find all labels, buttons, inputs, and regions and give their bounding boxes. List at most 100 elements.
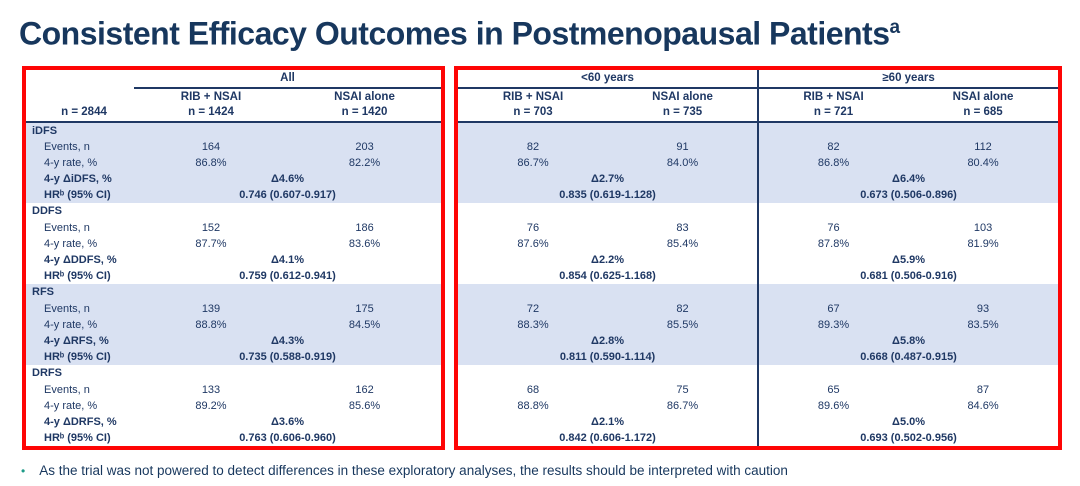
table-row: 4-y rate, % 86.8% 82.2% xyxy=(26,154,442,171)
arm-header: NSAI alone n = 1420 xyxy=(288,87,442,123)
table-row xyxy=(458,364,1059,382)
table-row: 4-y ΔRFS, % Δ4.3% xyxy=(26,332,442,349)
table-row: Events, n 152 186 xyxy=(26,220,441,236)
table-row: 88.3% 85.5% 89.3% 83.5% xyxy=(458,316,1059,333)
row-label: Events, n xyxy=(44,221,90,234)
table-row: 82 91 82 112 xyxy=(458,138,1059,155)
delta-value: Δ4.1% xyxy=(271,253,304,266)
value-cell: 86.8% xyxy=(757,154,909,171)
value-cell: 164 xyxy=(134,138,288,155)
arm-n: n = 735 xyxy=(662,105,703,118)
arm-header: RIB + NSAI n = 721 xyxy=(757,87,909,123)
value-cell: 86.7% xyxy=(458,154,609,171)
delta-value: Δ4.3% xyxy=(134,332,442,349)
value-cell: 87.7% xyxy=(195,237,227,250)
value-cell: 162 xyxy=(355,383,374,396)
section-label: RFS xyxy=(26,283,442,301)
table-row: HRᵇ (95% CI) 0.735 (0.588-0.919) xyxy=(26,348,442,365)
value-cell: 84.0% xyxy=(608,154,759,171)
value-cell: 76 xyxy=(526,221,540,234)
table-row: iDFS xyxy=(26,121,442,139)
row-label: HRᵇ (95% CI) xyxy=(44,269,111,282)
value-cell: 84.6% xyxy=(967,399,999,412)
row-label: 4-y rate, % xyxy=(44,237,98,250)
value-cell: 89.6% xyxy=(757,397,909,414)
table-row: 88.8% 86.7% 89.6% 84.6% xyxy=(458,397,1058,414)
delta-value: Δ3.6% xyxy=(271,415,304,428)
row-label: 4-y ΔDRFS, % xyxy=(44,415,117,428)
row-label: Events, n xyxy=(26,138,134,155)
table-row: DRFS xyxy=(26,365,441,382)
value-cell: 83 xyxy=(676,221,689,234)
table-row: HRᵇ (95% CI) 0.763 (0.606-0.960) xyxy=(26,430,441,446)
spacer-cell xyxy=(26,70,134,88)
value-cell: 93 xyxy=(908,300,1059,317)
table-row: 4-y rate, % 89.2% 85.6% xyxy=(26,398,441,414)
value-cell: 86.8% xyxy=(134,154,288,171)
age-subgroups-table: <60 years ≥60 years RIB + NSAI n = 703 NS… xyxy=(458,69,1059,446)
row-label: 4-y rate, % xyxy=(44,399,98,412)
table-row: 4-y rate, % 88.8% 84.5% xyxy=(26,316,442,333)
value-cell: 82 xyxy=(608,300,759,317)
hr-value: 0.746 (0.607-0.917) xyxy=(134,186,442,203)
row-label: 4-y rate, % xyxy=(26,316,134,333)
table-row: 4-y ΔDDFS, % Δ4.1% xyxy=(26,252,441,268)
value-cell: 82 xyxy=(757,138,909,155)
table-row: 4-y rate, % 87.7% 83.6% xyxy=(26,236,441,252)
value-cell: 68 xyxy=(526,383,540,396)
value-cell: 67 xyxy=(757,300,909,317)
table-row: 0.835 (0.619-1.128) 0.673 (0.506-0.896) xyxy=(458,186,1059,203)
arm-name: RIB + NSAI xyxy=(180,90,242,103)
value-cell: 86.7% xyxy=(666,399,699,412)
table-row: HRᵇ (95% CI) 0.759 (0.612-0.941) xyxy=(26,268,441,284)
value-cell: 82.2% xyxy=(288,154,442,171)
table-row: 72 82 67 93 xyxy=(458,300,1059,317)
delta-value: Δ6.4% xyxy=(757,170,1059,187)
value-cell: 91 xyxy=(608,138,759,155)
table-row: HRᵇ (95% CI) 0.746 (0.607-0.917) xyxy=(26,186,442,203)
value-cell: 84.5% xyxy=(288,316,442,333)
value-cell: 72 xyxy=(458,300,609,317)
value-cell: 85.4% xyxy=(666,237,699,250)
arm-header: NSAI alone n = 735 xyxy=(608,87,759,123)
spacer-cell xyxy=(757,364,1059,382)
table-row: Δ2.2% Δ5.9% xyxy=(458,251,1059,268)
hr-value: 0.811 (0.590-1.114) xyxy=(458,348,759,365)
value-cell: 75 xyxy=(676,383,689,396)
value-cell: 89.3% xyxy=(757,316,909,333)
spacer-cell xyxy=(757,283,1059,301)
title-superscript: a xyxy=(889,17,901,38)
arm-n: n = 685 xyxy=(963,105,1003,118)
table-row: Δ2.1% Δ5.0% xyxy=(458,413,1059,430)
section-label: iDFS xyxy=(26,121,442,139)
delta-value: Δ2.8% xyxy=(458,332,759,349)
delta-value: Δ2.2% xyxy=(591,253,625,266)
delta-value: Δ4.6% xyxy=(134,170,442,187)
table-row: Events, n 139 175 xyxy=(26,300,442,317)
table-row: DDFS xyxy=(26,203,441,220)
spacer-cell xyxy=(458,203,758,220)
row-label: HRᵇ (95% CI) xyxy=(26,348,134,365)
group-header-row: All xyxy=(26,69,442,89)
hr-value: 0.842 (0.606-1.172) xyxy=(559,431,656,444)
value-cell: 88.3% xyxy=(458,316,609,333)
table-row: RFS xyxy=(26,283,442,301)
value-cell: 85.5% xyxy=(608,316,759,333)
age-subgroups-panel: <60 years ≥60 years RIB + NSAI n = 703 NS… xyxy=(454,65,1063,450)
hr-value: 0.693 (0.502-0.956) xyxy=(757,429,1059,446)
arm-n: n = 1424 xyxy=(188,105,234,118)
hr-value: 0.763 (0.606-0.960) xyxy=(239,431,336,444)
table-row xyxy=(458,202,1059,220)
value-cell: 133 xyxy=(201,383,221,396)
footnote: • As the trial was not powered to detect… xyxy=(21,463,1080,478)
spacer-cell xyxy=(458,365,758,382)
group-header-ge60: ≥60 years xyxy=(757,69,1059,89)
arm-n: n = 1420 xyxy=(341,105,388,118)
arm-name: NSAI alone xyxy=(334,90,395,103)
arm-n: n = 721 xyxy=(813,105,854,118)
value-cell: 83.6% xyxy=(348,237,381,250)
delta-value: Δ2.1% xyxy=(591,415,625,428)
value-cell: 139 xyxy=(134,300,288,317)
value-cell: 89.2% xyxy=(195,399,227,412)
arm-name: RIB + NSAI xyxy=(502,90,564,103)
